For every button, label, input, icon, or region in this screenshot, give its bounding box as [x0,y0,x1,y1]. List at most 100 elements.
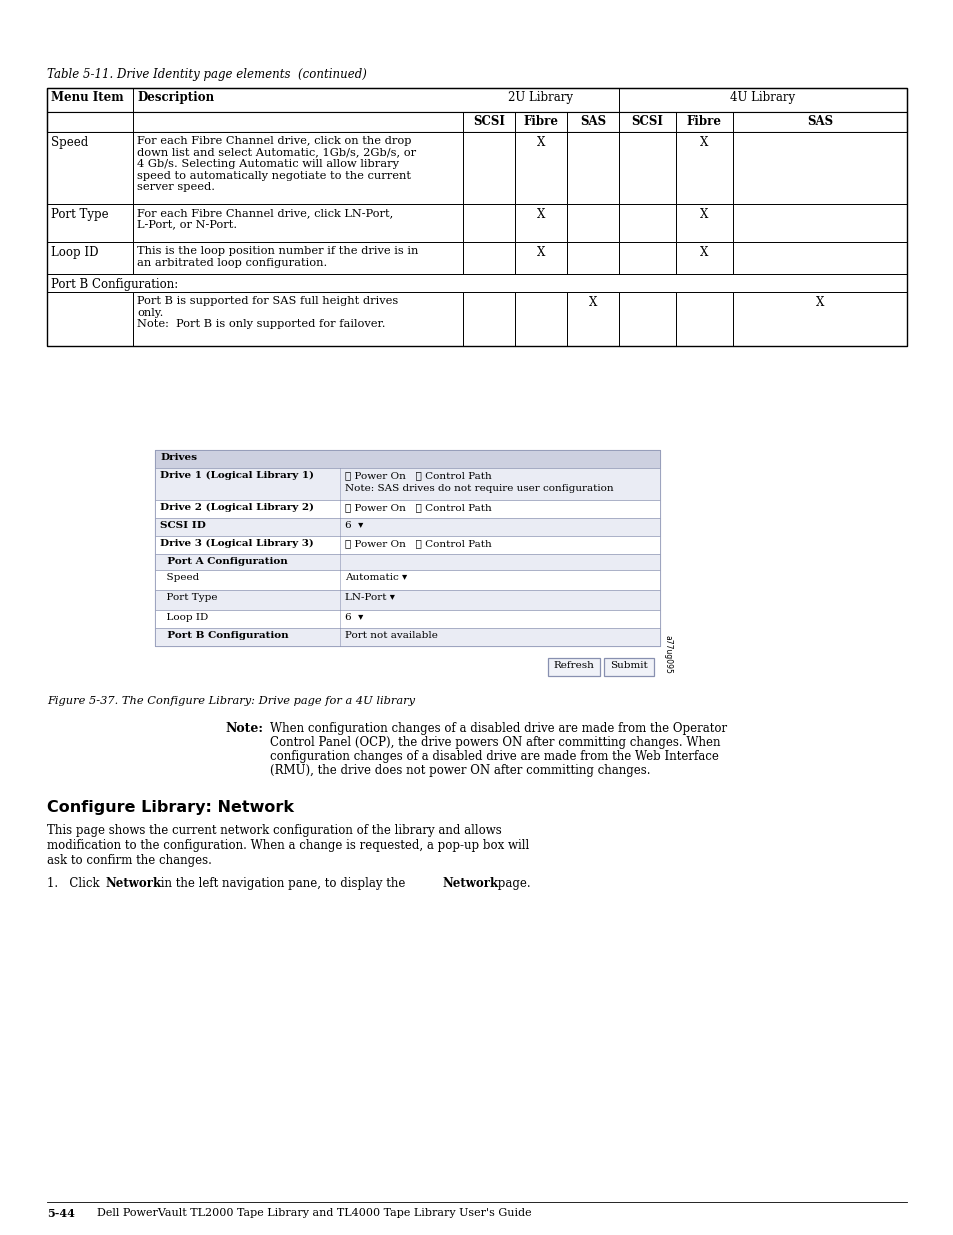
Text: Port B is supported for SAS full height drives
only.
Note:  Port B is only suppo: Port B is supported for SAS full height … [137,296,397,330]
Bar [154,450,659,468]
Text: Automatic ▾: Automatic ▾ [345,573,407,582]
Bar [515,132,566,204]
Bar [618,204,676,242]
Text: SCSI ID: SCSI ID [160,521,206,530]
Text: Port B Configuration:: Port B Configuration: [51,278,178,291]
Text: Drive 1 (Logical Library 1): Drive 1 (Logical Library 1) [160,471,314,480]
Bar [47,242,132,274]
Text: X: X [537,207,544,221]
Text: 2U Library: 2U Library [508,91,573,104]
Text: 6  ▾: 6 ▾ [345,521,363,530]
Text: This page shows the current network configuration of the library and allows: This page shows the current network conf… [47,824,501,837]
Bar [676,204,732,242]
Bar [618,132,676,204]
Text: ☑ Power On   ☑ Control Path: ☑ Power On ☑ Control Path [345,503,491,513]
Text: Port A Configuration: Port A Configuration [160,557,288,566]
Bar [462,204,515,242]
Bar [462,291,515,346]
Bar [547,658,599,676]
Text: For each Fibre Channel drive, click on the drop
down list and select Automatic, : For each Fibre Channel drive, click on t… [137,136,416,193]
Bar [566,242,618,274]
Text: Menu Item: Menu Item [51,91,124,104]
Text: 6  ▾: 6 ▾ [345,613,363,622]
Bar [732,242,906,274]
Bar [154,500,659,517]
Bar [154,536,659,555]
Text: modification to the configuration. When a change is requested, a pop-up box will: modification to the configuration. When … [47,839,529,852]
Text: SCSI: SCSI [473,115,504,128]
Text: page.: page. [494,877,530,890]
Bar [603,658,654,676]
Text: Loop ID: Loop ID [51,246,98,259]
Text: SCSI: SCSI [630,115,662,128]
Text: SAS: SAS [579,115,605,128]
Text: Fibre: Fibre [686,115,720,128]
Text: For each Fibre Channel drive, click LN-Port,
L-Port, or N-Port.: For each Fibre Channel drive, click LN-P… [137,207,393,230]
Text: in the left navigation pane, to display the: in the left navigation pane, to display … [157,877,409,890]
Text: Description: Description [137,91,213,104]
Text: LN-Port ▾: LN-Port ▾ [345,593,395,601]
Bar [47,88,906,346]
Text: X: X [815,296,823,309]
Bar [732,291,906,346]
Bar [132,291,462,346]
Bar [676,291,732,346]
Bar [47,132,132,204]
Text: Drives: Drives [160,453,196,462]
Text: Drive 2 (Logical Library 2): Drive 2 (Logical Library 2) [160,503,314,513]
Text: Port B Configuration: Port B Configuration [160,631,289,640]
Bar [154,610,659,629]
Bar [566,204,618,242]
Text: Table 5-11. Drive Identity page elements  (continued): Table 5-11. Drive Identity page elements… [47,68,367,82]
Text: X: X [700,136,707,149]
Text: 5-44: 5-44 [47,1208,74,1219]
Bar [566,132,618,204]
Bar [618,291,676,346]
Text: Control Panel (OCP), the drive powers ON after committing changes. When: Control Panel (OCP), the drive powers ON… [270,736,720,748]
Text: When configuration changes of a disabled drive are made from the Operator: When configuration changes of a disabled… [270,722,726,735]
Bar [462,242,515,274]
Text: 4U Library: 4U Library [730,91,795,104]
Text: Loop ID: Loop ID [160,613,208,622]
Text: X: X [537,246,544,259]
Text: Network: Network [105,877,161,890]
Bar [566,291,618,346]
Bar [154,571,659,590]
Bar [132,242,462,274]
Text: Speed: Speed [160,573,199,582]
Bar [47,204,132,242]
Bar [462,132,515,204]
Text: Figure 5-37. The Configure Library: Drive page for a 4U library: Figure 5-37. The Configure Library: Driv… [47,697,415,706]
Bar [132,204,462,242]
Text: Fibre: Fibre [523,115,558,128]
Text: Drive 3 (Logical Library 3): Drive 3 (Logical Library 3) [160,538,314,548]
Bar [676,132,732,204]
Text: ask to confirm the changes.: ask to confirm the changes. [47,853,212,867]
Bar [618,242,676,274]
Bar [732,132,906,204]
Text: Refresh: Refresh [553,661,594,671]
Bar [732,204,906,242]
Text: Network: Network [441,877,497,890]
Bar [47,291,132,346]
Bar [154,468,659,500]
Text: Port not available: Port not available [345,631,437,640]
Bar [132,132,462,204]
Text: SAS: SAS [806,115,832,128]
Text: Dell PowerVault TL2000 Tape Library and TL4000 Tape Library User's Guide: Dell PowerVault TL2000 Tape Library and … [97,1208,531,1218]
Text: X: X [700,246,707,259]
Text: X: X [588,296,597,309]
Text: (RMU), the drive does not power ON after committing changes.: (RMU), the drive does not power ON after… [270,764,650,777]
Text: This is the loop position number if the drive is in
an arbitrated loop configura: This is the loop position number if the … [137,246,418,268]
Text: ☑ Power On   ☑ Control Path: ☑ Power On ☑ Control Path [345,471,491,480]
Bar [154,629,659,646]
Text: Port Type: Port Type [160,593,217,601]
Bar [47,88,906,112]
Text: Note: SAS drives do not require user configuration: Note: SAS drives do not require user con… [345,484,613,493]
Bar [154,590,659,610]
Bar [515,204,566,242]
Text: Port Type: Port Type [51,207,109,221]
Text: a77ug095: a77ug095 [663,635,672,674]
Bar [47,112,906,132]
Text: X: X [537,136,544,149]
